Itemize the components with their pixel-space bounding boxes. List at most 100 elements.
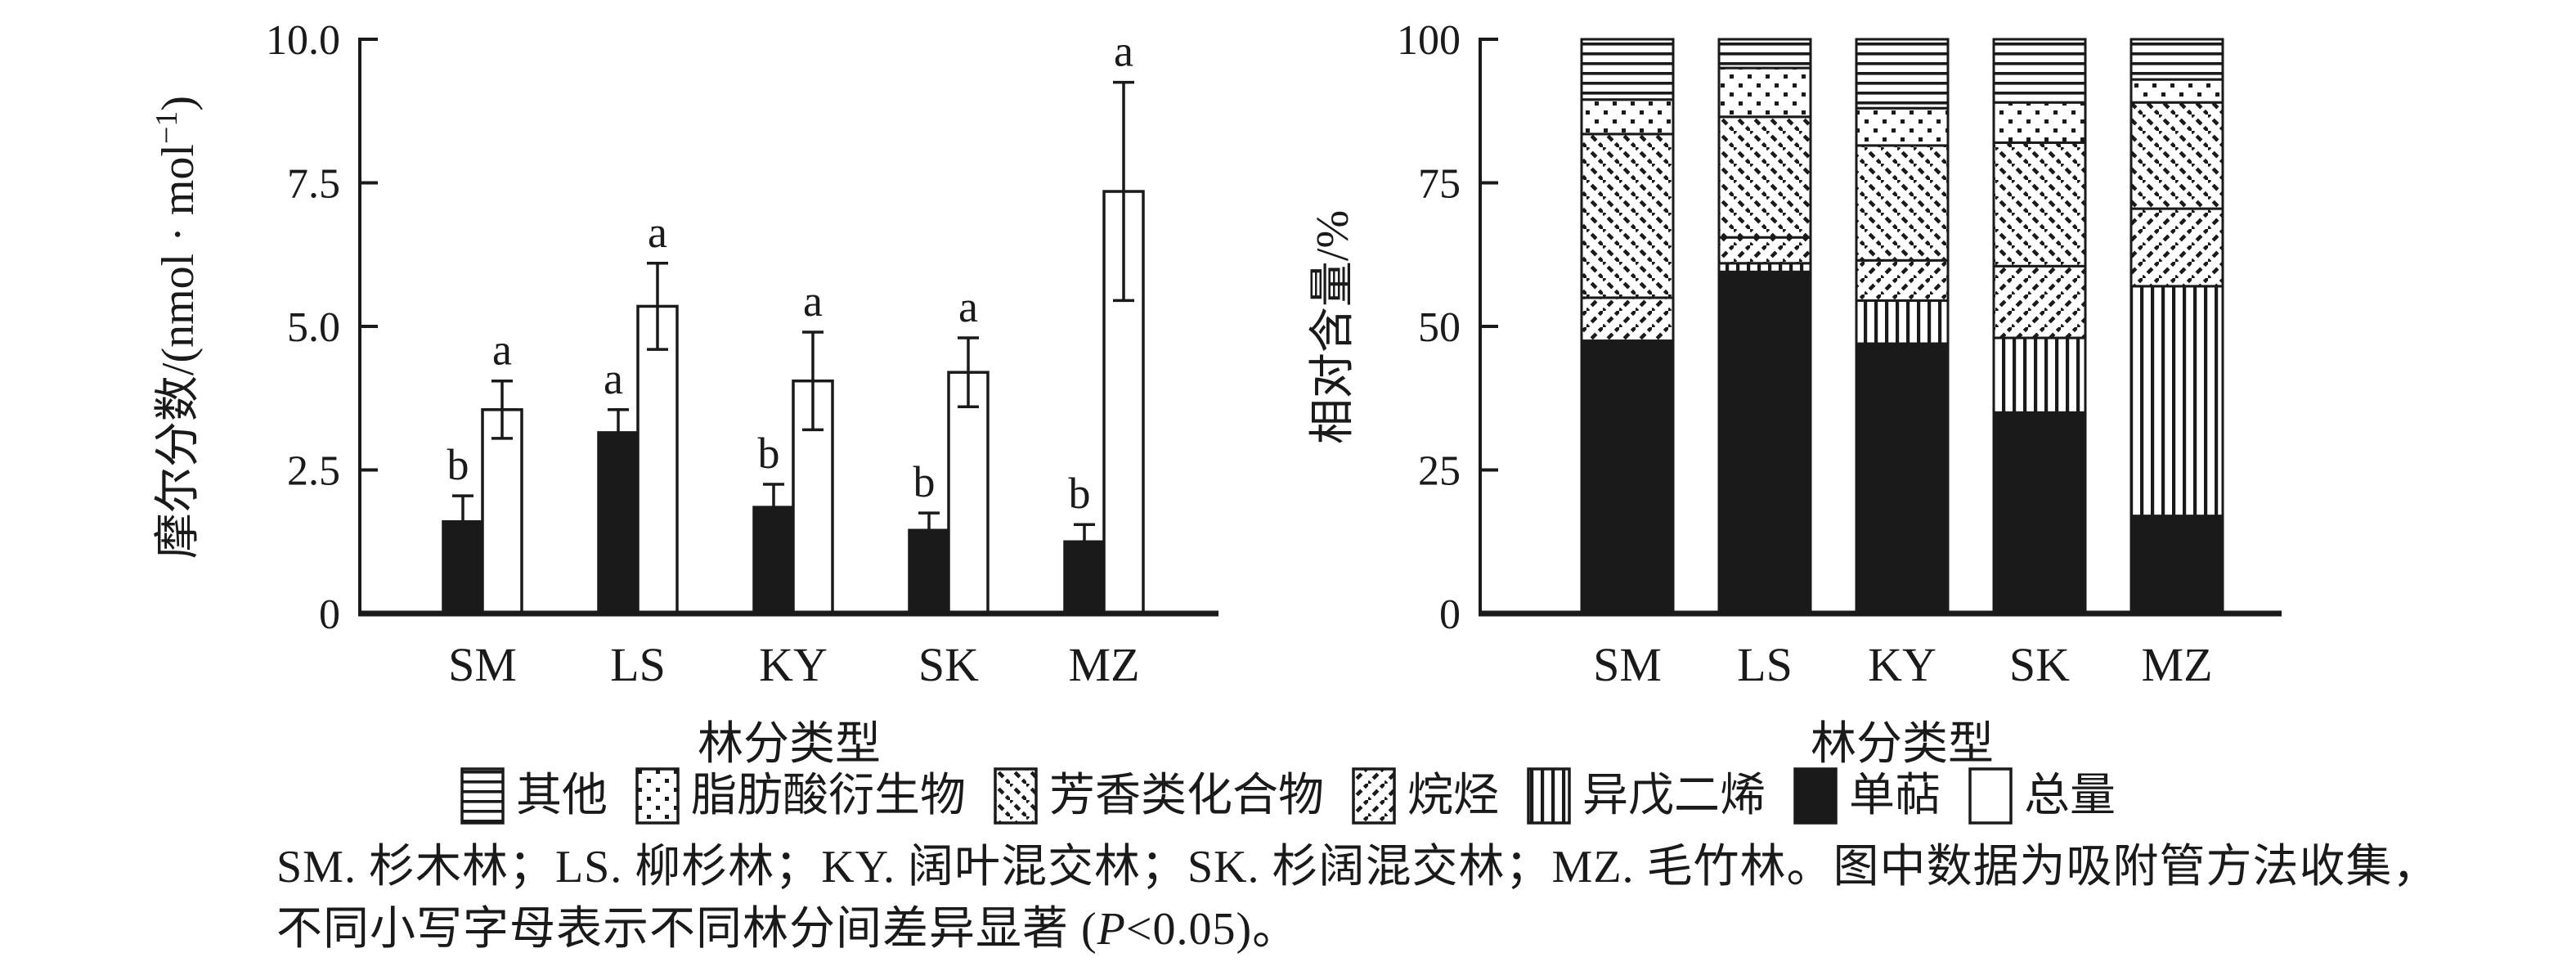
right-segment-fatty-acid-derivatives-MZ	[2129, 78, 2224, 104]
right-y-tick-label-50: 50	[1418, 304, 1461, 351]
legend-swatch-monoterpenes-icon	[1793, 767, 1838, 825]
left-sig-letter-monoterpene-MZ: b	[1069, 469, 1091, 518]
left-sig-letter-total-LS: a	[648, 208, 667, 257]
right-segment-aromatics-MZ	[2129, 101, 2224, 210]
right-segment-isoprene-LS	[1717, 262, 1812, 273]
right-y-tick-label-0: 0	[1439, 591, 1461, 638]
left-sig-letter-monoterpene-SM: b	[447, 440, 469, 489]
right-segment-alkanes-LS	[1717, 236, 1812, 265]
left-sig-letter-monoterpene-SK: b	[913, 457, 936, 506]
left-bar-monoterpene-SK	[908, 528, 950, 615]
right-segment-isoprene-MZ	[2129, 285, 2224, 518]
right-segment-monoterpene-SK	[1992, 411, 2087, 615]
right-x-label-KY: KY	[1868, 638, 1936, 691]
right-segment-monoterpene-KY	[1855, 342, 1950, 615]
right-segment-fatty-acid-derivatives-SM	[1580, 98, 1675, 136]
right-y-tick-label-75: 75	[1418, 161, 1461, 208]
left-y-axis-title: 摩尔分数/(nmol · mol−1)	[150, 96, 204, 559]
left-sig-letter-total-KY: a	[803, 276, 823, 326]
left-chart: b a b b b a a a a a 0 2.5 5.0 7.5 10.0 SM LS KY SK MZ 摩尔分数/(…	[150, 17, 1218, 770]
legend-swatch-aromatics-icon	[994, 767, 1038, 825]
right-x-label-SK: SK	[2009, 638, 2070, 691]
right-segment-aromatics-KY	[1855, 144, 1950, 262]
legend-item-isoprene: 异戊二烯	[1527, 767, 1766, 825]
left-y-tick-label-7.5: 7.5	[287, 161, 340, 208]
left-sig-letter-total-SK: a	[958, 282, 978, 331]
left-sig-letter-monoterpene-LS: a	[604, 354, 623, 403]
right-segment-monoterpene-MZ	[2129, 515, 2224, 615]
legend-item-total: 总量	[1968, 767, 2116, 825]
legend-swatch-total-icon	[1968, 767, 2013, 825]
right-segment-aromatics-LS	[1717, 115, 1812, 239]
right-segment-others-SM	[1580, 38, 1675, 101]
right-segment-aromatics-SM	[1580, 133, 1675, 299]
left-y-tick-label-0: 0	[319, 591, 340, 638]
legend-label-total: 总量	[2024, 771, 2116, 821]
right-segment-monoterpene-LS	[1717, 270, 1812, 615]
left-bar-total-SK	[947, 371, 990, 615]
legend-item-others: 其他	[460, 767, 608, 825]
right-x-axis-title: 林分类型	[1811, 719, 1994, 770]
caption-line-2: 不同小写字母表示不同林分间差异显著 (P<0.05)。	[276, 904, 1299, 955]
right-segment-isoprene-SK	[1992, 336, 2087, 414]
right-y-tick-label-25: 25	[1418, 448, 1461, 495]
left-bar-monoterpene-KY	[752, 506, 795, 615]
figure-caption: SM. 杉木林；LS. 柳杉林；KY. 阔叶混交林；SK. 杉阔混交林；MZ. …	[276, 836, 2439, 960]
right-segment-alkanes-SM	[1580, 296, 1675, 343]
left-bar-total-LS	[636, 304, 679, 615]
legend-swatch-others-icon	[460, 767, 505, 825]
right-y-tick-label-100: 100	[1397, 17, 1461, 64]
left-x-label-SK: SK	[918, 638, 979, 691]
left-x-label-LS: LS	[610, 638, 666, 691]
legend-label-alkanes: 烷烃	[1407, 771, 1499, 821]
right-chart: SM LS KY SK MZ 0 25 50 75 100 相对含量/% 林分类型	[1308, 17, 2282, 770]
right-y-axis-title: 相对含量/%	[1308, 210, 1358, 444]
right-segment-aromatics-SK	[1992, 141, 2087, 267]
right-segment-isoprene-KY	[1855, 299, 1950, 345]
left-y-tick-label-5.0: 5.0	[287, 304, 340, 351]
left-bar-monoterpene-SM	[442, 519, 484, 615]
legend-item-fatty-acid-derivatives: 脂肪酸衍生物	[635, 767, 966, 825]
legend: 其他 脂肪酸衍生物 芳香类化合物 烷烃 异戊二烯 单萜 总量	[0, 766, 2576, 826]
right-x-label-MZ: MZ	[2142, 638, 2213, 691]
right-x-label-SM: SM	[1593, 638, 1662, 691]
left-y-tick-label-2.5: 2.5	[287, 448, 340, 495]
legend-swatch-alkanes-icon	[1352, 767, 1396, 825]
legend-swatch-fatty-acid-derivatives-icon	[635, 767, 680, 825]
legend-swatch-isoprene-icon	[1527, 767, 1571, 825]
left-bar-monoterpene-LS	[597, 431, 640, 615]
right-segment-fatty-acid-derivatives-KY	[1855, 106, 1950, 147]
legend-label-monoterpenes: 单萜	[1849, 771, 1941, 821]
right-segment-others-SK	[1992, 38, 2087, 104]
legend-item-alkanes: 烷烃	[1352, 767, 1499, 825]
right-segment-fatty-acid-derivatives-SK	[1992, 101, 2087, 144]
left-y-tick-label-10.0: 10.0	[266, 17, 340, 64]
legend-item-monoterpenes: 单萜	[1793, 767, 1941, 825]
legend-label-others: 其他	[516, 771, 608, 821]
left-x-label-KY: KY	[759, 638, 828, 691]
right-segment-fatty-acid-derivatives-LS	[1717, 66, 1812, 119]
left-bar-monoterpene-MZ	[1063, 540, 1106, 615]
right-segment-others-KY	[1855, 38, 1950, 110]
left-sig-letter-monoterpene-KY: b	[758, 429, 780, 478]
right-segment-alkanes-SK	[1992, 264, 2087, 339]
legend-item-aromatics: 芳香类化合物	[994, 767, 1324, 825]
legend-label-fatty-acid-derivatives: 脂肪酸衍生物	[691, 771, 966, 821]
left-sig-letter-total-MZ: a	[1114, 27, 1133, 76]
right-segment-alkanes-KY	[1855, 258, 1950, 302]
right-segment-monoterpene-SM	[1580, 339, 1675, 615]
legend-label-isoprene: 异戊二烯	[1582, 771, 1766, 821]
left-sig-letter-total-SM: a	[492, 326, 512, 375]
left-bar-total-SM	[481, 408, 523, 615]
left-x-axis-title: 林分类型	[698, 719, 881, 770]
right-segment-others-LS	[1717, 38, 1812, 70]
legend-label-aromatics: 芳香类化合物	[1049, 771, 1324, 821]
left-x-label-MZ: MZ	[1069, 638, 1140, 691]
right-segment-others-MZ	[2129, 38, 2224, 81]
caption-line-1: SM. 杉木林；LS. 柳杉林；KY. 阔叶混交林；SK. 杉阔混交林；MZ. …	[276, 842, 2439, 892]
left-x-label-SM: SM	[448, 638, 517, 691]
right-segment-alkanes-MZ	[2129, 207, 2224, 288]
right-x-label-LS: LS	[1737, 638, 1793, 691]
